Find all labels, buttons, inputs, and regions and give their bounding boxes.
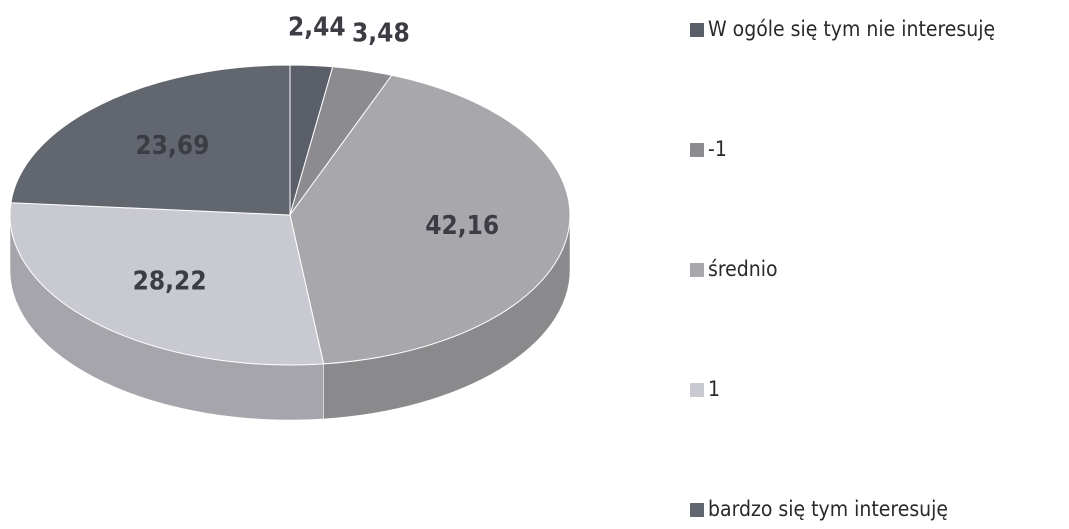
slice [10,64,291,216]
legend-label: 1 [708,377,720,401]
slice [9,202,325,366]
value-label: 3,48 [352,18,410,48]
value-label: 2,44 [288,13,346,43]
value-label: 23,69 [135,131,209,161]
legend-label: W ogóle się tym nie interesuję [708,17,995,41]
slice [289,74,571,365]
legend-swatch [690,383,704,397]
legend-label: bardzo się tym interesuję [708,497,948,521]
legend-swatch [690,503,704,517]
legend-label: -1 [708,137,727,161]
legend-swatch [690,143,704,157]
value-label: 42,16 [425,211,499,241]
legend-swatch [690,23,704,37]
legend-label: średnio [708,257,778,281]
legend-swatch [690,263,704,277]
value-label: 28,22 [133,267,207,297]
